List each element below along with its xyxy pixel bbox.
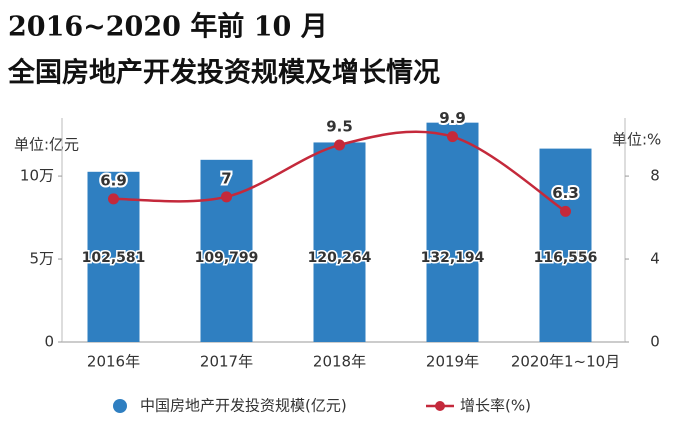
line-marker <box>560 205 571 217</box>
line-value-label: 9.5 <box>326 117 353 135</box>
y2-axis-label: 单位:% <box>612 131 661 149</box>
bar-value-label: 116,556 <box>534 250 598 266</box>
x-tick-label: 2016年 <box>87 353 140 371</box>
y2-tick-label: 0 <box>650 333 660 351</box>
line-value-label: 6.9 <box>100 171 127 189</box>
legend-swatch <box>113 399 127 413</box>
bar <box>313 142 366 342</box>
y-tick-label: 0 <box>44 333 54 351</box>
x-tick-label: 2020年1~10月 <box>511 353 620 371</box>
bar-value-label: 120,264 <box>308 250 372 266</box>
legend-swatch <box>435 401 445 411</box>
x-tick-label: 2019年 <box>426 353 479 371</box>
x-tick-label: 2018年 <box>313 353 366 371</box>
chart-title: 全国房地产开发投资规模及增长情况 <box>7 57 440 89</box>
y2-tick-label: 4 <box>650 250 660 268</box>
legend-label: 中国房地产开发投资规模(亿元) <box>140 397 347 415</box>
x-tick-label: 2017年 <box>200 353 253 371</box>
bar-value-label: 132,194 <box>421 250 485 266</box>
bar <box>426 122 479 342</box>
line-marker <box>447 131 458 143</box>
y-tick-label: 10万 <box>20 167 54 185</box>
line-marker <box>334 139 345 151</box>
bar-value-label: 102,581 <box>82 250 146 266</box>
y2-tick-label: 8 <box>650 167 660 185</box>
legend-label: 增长率(%) <box>460 397 531 415</box>
line-marker <box>221 191 232 203</box>
y-axis-label: 单位:亿元 <box>14 136 79 154</box>
line-value-label: 7 <box>221 169 231 187</box>
line-value-label: 6.3 <box>552 184 579 202</box>
bar-value-label: 109,799 <box>195 250 259 266</box>
line-marker <box>108 193 119 205</box>
bar <box>539 148 592 342</box>
line-value-label: 9.9 <box>439 109 466 127</box>
chart-title: 2016~2020 年前 10 月 <box>8 11 328 43</box>
y-tick-label: 5万 <box>29 250 54 268</box>
